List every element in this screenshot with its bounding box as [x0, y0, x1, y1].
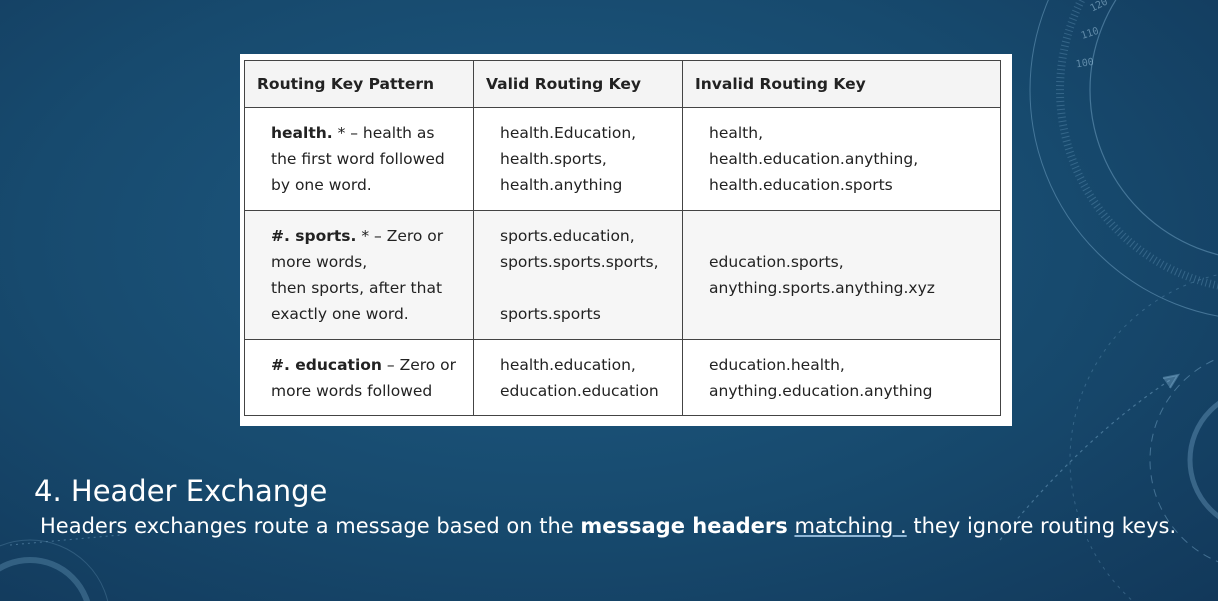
pattern-line: exactly one word. [271, 305, 409, 323]
valid-cell: sports.education, sports.sports.sports, … [473, 210, 683, 340]
routing-table-card: Routing Key Pattern Valid Routing Key In… [240, 54, 1012, 426]
body-text-underlined: matching . [794, 514, 907, 538]
body-text-end: they ignore routing keys. [906, 514, 1177, 538]
invalid-cell: education.health, anything.education.any… [682, 339, 1001, 416]
invalid-key: health.education.sports [709, 176, 893, 194]
pattern-first-line: #. education – Zero or [271, 352, 463, 378]
table-header-row: Routing Key Pattern Valid Routing Key In… [244, 60, 1001, 108]
pattern-desc: * – health as [332, 124, 435, 142]
invalid-key: anything.education.anything [709, 382, 933, 400]
pattern-line: more words followed [271, 382, 433, 400]
valid-key: sports.sports [500, 305, 601, 323]
dial-number: 120 [1089, 0, 1110, 14]
valid-cell: health.Education, health.sports, health.… [473, 107, 683, 211]
pattern-first-line: health. * – health as [271, 120, 463, 146]
column-header-pattern: Routing Key Pattern [244, 60, 474, 108]
body-text-bold: message headers [580, 514, 788, 538]
pattern-desc: * – Zero or [356, 227, 444, 245]
pattern-line: by one word. [271, 176, 372, 194]
pattern-first-line: #. sports. * – Zero or [271, 223, 463, 249]
table-row: health. * – health as the first word fol… [244, 107, 1001, 211]
routing-table: Routing Key Pattern Valid Routing Key In… [244, 60, 1001, 416]
invalid-key [709, 223, 990, 249]
column-header-valid: Valid Routing Key [473, 60, 683, 108]
pattern-line: the first word followed [271, 150, 445, 168]
valid-key [500, 275, 672, 301]
valid-key: education.education [500, 382, 659, 400]
invalid-key: health.education.anything, [709, 150, 919, 168]
invalid-cell: education.sports, anything.sports.anythi… [682, 210, 1001, 340]
pattern-key: #. sports. [271, 227, 357, 245]
dial-number: 110 [1080, 26, 1101, 42]
pattern-key: #. education [271, 356, 382, 374]
invalid-key: health, [709, 124, 763, 142]
pattern-line: then sports, after that [271, 279, 443, 297]
valid-key: sports.sports.sports, [500, 253, 659, 271]
dial-number: 100 [1075, 57, 1095, 71]
valid-key: health.anything [500, 176, 623, 194]
valid-key: health.Education, [500, 124, 637, 142]
valid-key: health.education, [500, 356, 636, 374]
section-heading: 4. Header Exchange [34, 474, 328, 508]
table-row: #. sports. * – Zero or more words, then … [244, 210, 1001, 340]
pattern-key: health. [271, 124, 333, 142]
pattern-cell: #. education – Zero or more words follow… [244, 339, 474, 416]
invalid-key: anything.sports.anything.xyz [709, 279, 935, 297]
pattern-line: more words, [271, 253, 368, 271]
valid-key: health.sports, [500, 150, 607, 168]
table-row: #. education – Zero or more words follow… [244, 339, 1001, 416]
pattern-desc: – Zero or [381, 356, 457, 374]
column-header-invalid: Invalid Routing Key [682, 60, 1001, 108]
section-body: Headers exchanges route a message based … [40, 514, 1176, 538]
valid-key: sports.education, [500, 227, 635, 245]
invalid-key: education.sports, [709, 253, 844, 271]
invalid-cell: health, health.education.anything, healt… [682, 107, 1001, 211]
body-text-start: Headers exchanges route a message based … [40, 514, 581, 538]
pattern-cell: #. sports. * – Zero or more words, then … [244, 210, 474, 340]
invalid-key: education.health, [709, 356, 845, 374]
valid-cell: health.education, education.education [473, 339, 683, 416]
pattern-cell: health. * – health as the first word fol… [244, 107, 474, 211]
